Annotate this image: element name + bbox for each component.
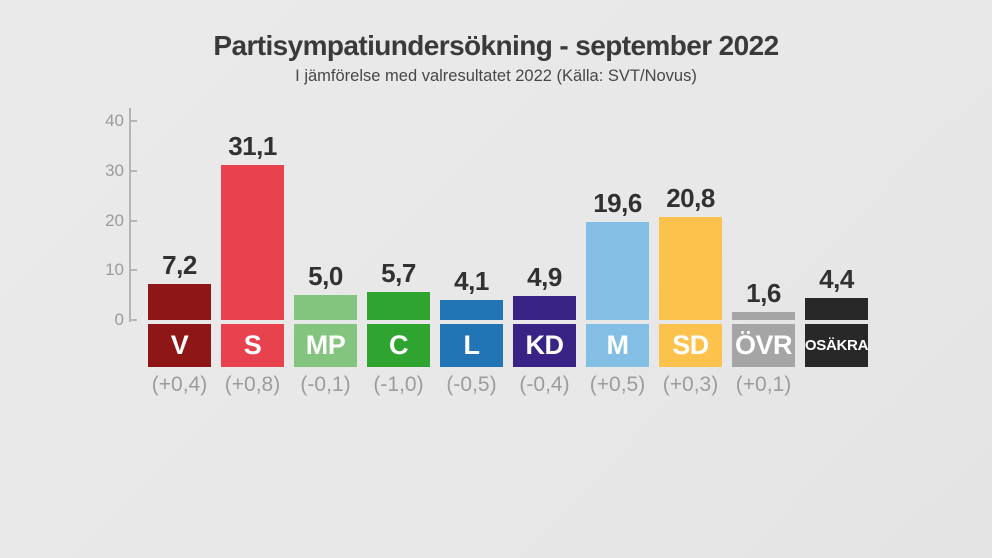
bar (221, 165, 284, 320)
chart-header: Partisympatiundersökning - september 202… (0, 30, 992, 86)
bar-region: 7,2 (148, 121, 211, 320)
party-column: 20,8 SD (+0,3) (659, 121, 722, 397)
change-label: (+0,5) (589, 373, 646, 396)
bar-value-label: 31,1 (228, 131, 277, 161)
party-label-box: C (367, 324, 430, 367)
bars-row: 7,2 V (+0,4) 31,1 S (+0,8) 5,0 MP (-0,1)… (148, 121, 868, 397)
tick-mark (131, 319, 137, 321)
party-label-box: SD (659, 324, 722, 367)
bar-value-label: 7,2 (162, 250, 197, 280)
bar-region: 4,9 (513, 121, 576, 320)
bar (440, 300, 503, 320)
bar-value-label: 19,6 (593, 188, 642, 218)
change-label: (+0,3) (662, 373, 719, 396)
bar-value-label: 20,8 (666, 183, 715, 213)
party-label-box: MP (294, 324, 357, 367)
party-column: 5,0 MP (-0,1) (294, 121, 357, 397)
bar-region: 31,1 (221, 121, 284, 320)
change-label: (-0,5) (446, 373, 497, 396)
party-column: 5,7 C (-1,0) (367, 121, 430, 397)
bar (294, 295, 357, 320)
tick-mark (131, 120, 137, 122)
bar-region: 4,1 (440, 121, 503, 320)
bar (367, 292, 430, 320)
bar-region: 20,8 (659, 121, 722, 320)
party-column: 4,9 KD (-0,4) (513, 121, 576, 397)
bar-value-label: 5,0 (308, 261, 343, 291)
bar-value-label: 4,4 (819, 264, 854, 294)
bar-region: 5,0 (294, 121, 357, 320)
tick-mark (131, 219, 137, 222)
change-label: (+0,8) (224, 373, 281, 396)
bar-value-label: 5,7 (381, 258, 416, 288)
change-label: (-0,4) (519, 373, 570, 396)
change-label: (+0,4) (151, 373, 208, 396)
change-label: (-0,1) (300, 373, 351, 396)
tick-label: 10 (105, 260, 124, 280)
bar (805, 298, 868, 320)
change-label: (-1,0) (373, 373, 424, 396)
bar-value-label: 1,6 (746, 278, 781, 308)
bar (586, 222, 649, 320)
bar-region: 5,7 (367, 121, 430, 320)
tick-label: 30 (105, 160, 124, 180)
bar (148, 284, 211, 320)
party-column: 31,1 S (+0,8) (221, 121, 284, 397)
bar-value-label: 4,9 (527, 262, 562, 292)
bar-region: 4,4 (805, 121, 868, 320)
chart-subtitle: I jämförelse med valresultatet 2022 (Käl… (295, 66, 697, 85)
bar (513, 296, 576, 320)
party-column: 1,6 ÖVR (+0,1) (732, 121, 795, 397)
party-column: 19,6 M (+0,5) (586, 121, 649, 397)
party-column: 4,1 L (-0,5) (440, 121, 503, 397)
party-label-box: KD (513, 324, 576, 367)
party-label-box: L (440, 324, 503, 367)
tick-label: 0 (114, 310, 124, 329)
tick-label: 40 (105, 111, 124, 130)
bar-region: 19,6 (586, 121, 649, 320)
tick-mark (131, 269, 137, 272)
party-column: 4,4 OSÄKRA (805, 121, 868, 397)
y-axis-line (129, 108, 131, 322)
change-label: (+0,1) (735, 373, 792, 396)
bar (659, 217, 722, 320)
party-column: 7,2 V (+0,4) (148, 121, 211, 397)
party-label-box: V (148, 324, 211, 367)
bar-value-label: 4,1 (454, 266, 489, 296)
tick-mark (131, 169, 137, 172)
bar-region: 1,6 (732, 121, 795, 320)
party-label-box: S (221, 324, 284, 367)
party-label-box: ÖVR (732, 324, 795, 367)
bar (732, 312, 795, 320)
chart-title: Partisympatiundersökning - september 202… (213, 30, 779, 61)
party-label-box: OSÄKRA (805, 324, 868, 367)
tick-label: 20 (105, 210, 124, 230)
party-label-box: M (586, 324, 649, 367)
